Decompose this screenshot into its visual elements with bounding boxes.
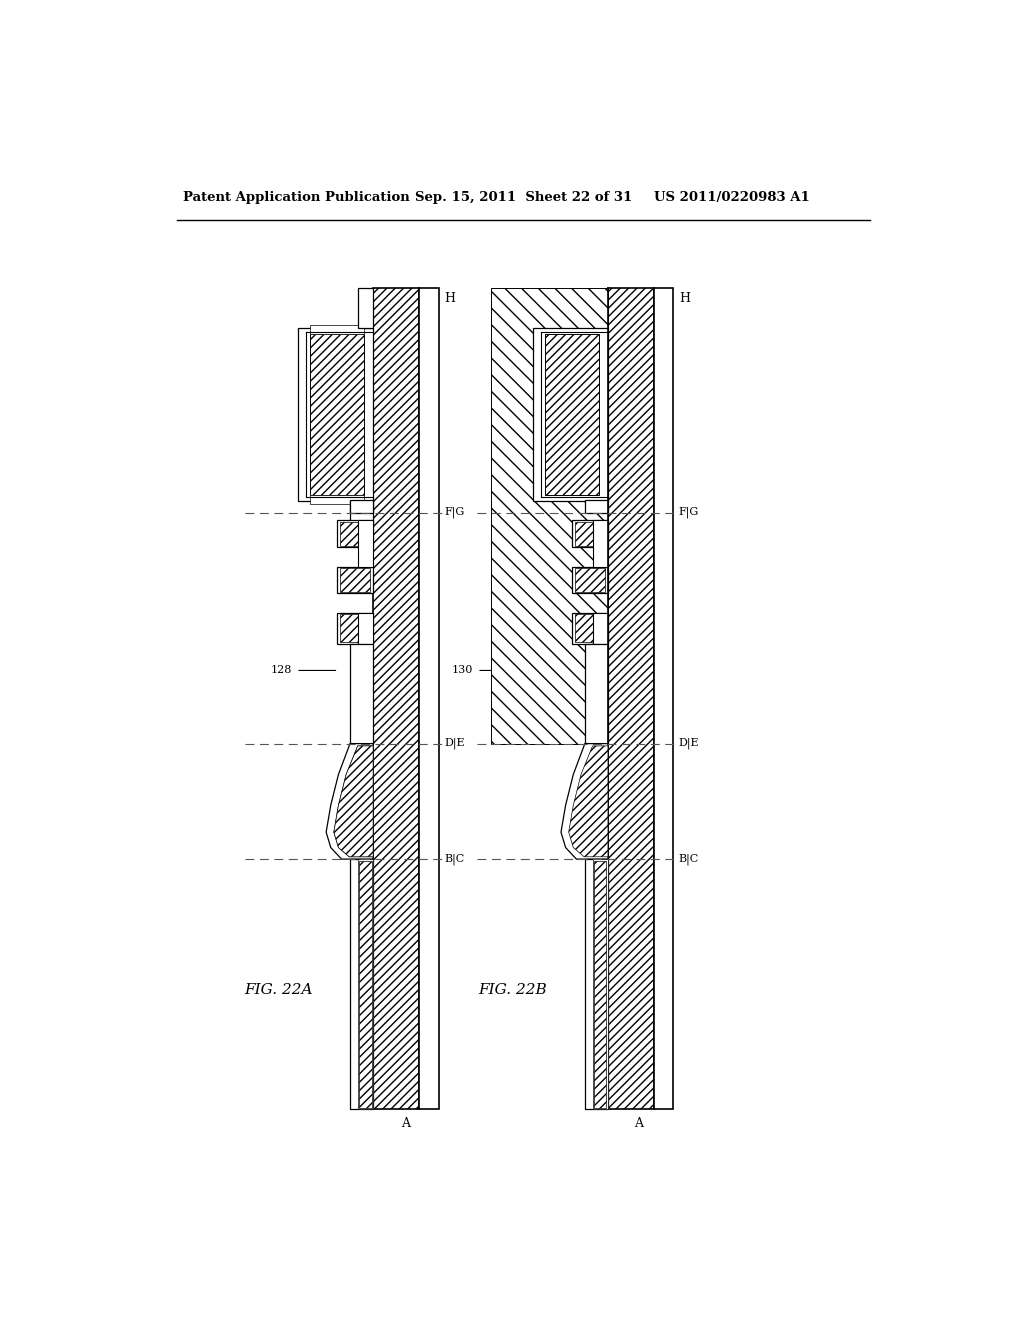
Text: 128: 128 xyxy=(271,665,292,676)
Bar xyxy=(337,612,373,644)
Text: F|G: F|G xyxy=(679,507,699,519)
Bar xyxy=(571,520,608,548)
Bar xyxy=(574,614,605,642)
Bar xyxy=(574,521,605,545)
Text: D|E: D|E xyxy=(679,738,699,750)
Text: 130: 130 xyxy=(452,665,473,676)
Text: B|C: B|C xyxy=(444,853,464,865)
Bar xyxy=(340,521,370,545)
Bar xyxy=(340,614,370,642)
Text: B|C: B|C xyxy=(679,853,699,865)
Bar xyxy=(585,859,608,1109)
Bar xyxy=(357,612,373,644)
Bar xyxy=(585,500,608,512)
Text: Patent Application Publication: Patent Application Publication xyxy=(183,191,410,203)
Bar xyxy=(337,566,373,594)
Text: Sep. 15, 2011  Sheet 22 of 31: Sep. 15, 2011 Sheet 22 of 31 xyxy=(416,191,633,203)
Bar xyxy=(357,859,373,1109)
Bar xyxy=(337,520,373,548)
Text: H: H xyxy=(679,292,690,305)
Text: FIG. 22B: FIG. 22B xyxy=(478,983,548,997)
Bar xyxy=(350,500,373,512)
Text: US 2011/0220983 A1: US 2011/0220983 A1 xyxy=(654,191,810,203)
Bar xyxy=(310,325,364,334)
Polygon shape xyxy=(561,743,608,859)
Polygon shape xyxy=(568,746,608,857)
Bar xyxy=(654,288,674,1109)
Bar xyxy=(585,644,608,743)
Text: F|G: F|G xyxy=(444,507,464,519)
Text: FIG. 22A: FIG. 22A xyxy=(245,983,313,997)
Bar xyxy=(350,859,373,1109)
Text: H: H xyxy=(444,292,455,305)
Bar xyxy=(373,288,419,1109)
Bar xyxy=(298,327,373,502)
Bar xyxy=(571,566,608,594)
Bar xyxy=(593,859,608,1109)
Bar xyxy=(545,334,599,495)
Bar xyxy=(594,861,606,1107)
Bar xyxy=(357,520,373,566)
Bar xyxy=(350,502,373,524)
Polygon shape xyxy=(334,746,373,857)
Bar xyxy=(608,288,654,1109)
Text: D|E: D|E xyxy=(444,738,465,750)
Bar xyxy=(359,861,372,1107)
Polygon shape xyxy=(326,743,373,859)
Bar xyxy=(574,568,605,591)
Bar xyxy=(534,327,608,502)
Bar xyxy=(571,612,608,644)
Bar xyxy=(490,288,608,743)
Bar xyxy=(357,288,373,327)
Bar xyxy=(419,288,438,1109)
Bar xyxy=(350,644,373,743)
Bar xyxy=(310,495,364,504)
Text: A: A xyxy=(634,1117,643,1130)
Bar xyxy=(340,568,370,591)
Bar xyxy=(593,612,608,644)
Bar xyxy=(310,334,364,495)
Text: A: A xyxy=(401,1117,410,1130)
Bar xyxy=(593,520,608,566)
Polygon shape xyxy=(334,746,373,857)
